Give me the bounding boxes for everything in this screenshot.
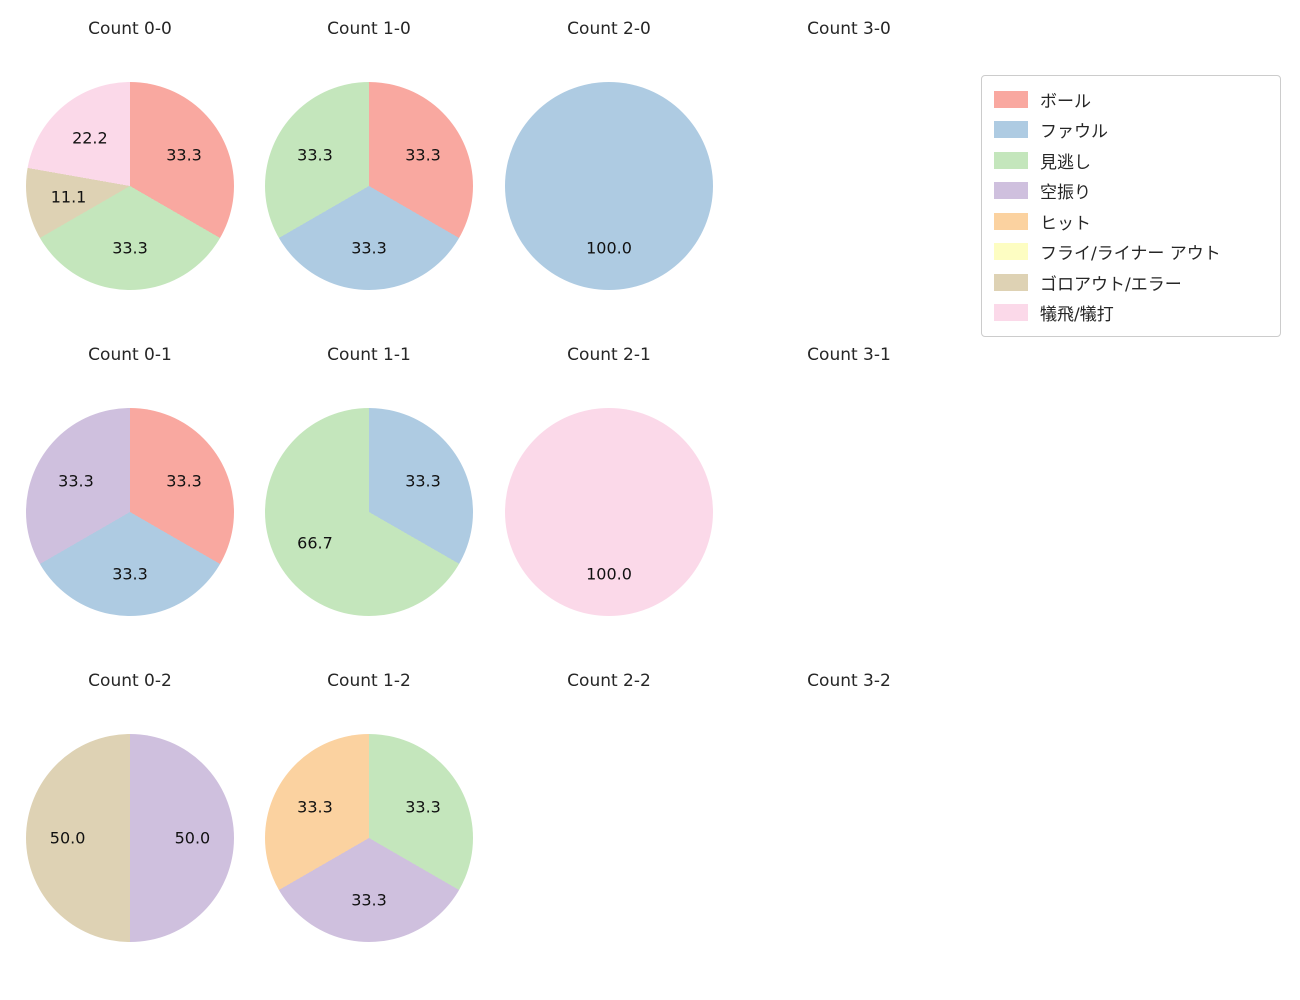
slice-label: 33.3 [405,145,441,165]
legend-label: ボール [1040,91,1091,112]
chart-title-count-3-2: Count 3-2 [807,671,891,691]
legend-swatch [994,121,1028,139]
slice-label: 50.0 [174,828,211,848]
legend-item: 見逃し [994,145,1268,176]
chart-title-count-2-0: Count 2-0 [567,19,651,39]
slice-label: 100.0 [586,564,632,584]
legend-item: フライ/ライナー アウト [994,237,1268,268]
chart-title-count-1-2: Count 1-2 [327,671,411,691]
legend-swatch [994,304,1028,322]
slice-label: 33.3 [166,145,202,165]
legend-label: ファウル [1040,122,1108,143]
chart-title-count-2-2: Count 2-2 [567,671,651,691]
legend-label: 空振り [1040,183,1091,204]
slice-label: 33.3 [351,890,387,910]
legend-item: ファウル [994,115,1268,146]
legend-swatch [994,90,1028,108]
slice-label: 11.1 [50,187,87,207]
legend-item: 犠飛/犠打 [994,298,1268,329]
chart-title-count-0-2: Count 0-2 [88,671,172,691]
pie-chart-count-0-0 [26,82,234,290]
legend-swatch [994,151,1028,169]
legend-label: 犠飛/犠打 [1040,305,1114,326]
slice-label: 66.7 [297,533,333,553]
slice-label: 100.0 [586,238,632,258]
legend-swatch [994,243,1028,261]
slice-label: 33.3 [112,564,148,584]
legend-label: 見逃し [1040,152,1091,173]
legend-item: 空振り [994,176,1268,207]
slice-label: 33.3 [405,797,441,817]
legend-label: ゴロアウト/エラー [1040,274,1182,295]
chart-title-count-1-0: Count 1-0 [327,19,411,39]
slice-label: 33.3 [166,471,202,491]
slice-label: 33.3 [58,471,94,491]
pie-chart-count-2-0 [505,82,713,290]
chart-title-count-0-1: Count 0-1 [88,345,172,365]
slice-label: 33.3 [112,238,148,258]
legend-swatch [994,273,1028,291]
chart-title-count-0-0: Count 0-0 [88,19,172,39]
pie-chart-count-1-0 [265,82,473,290]
legend: ボールファウル見逃し空振りヒットフライ/ライナー アウト ゴロアウト/エラー 犠飛/… [981,75,1281,337]
slice-label: 33.3 [351,238,387,258]
slice-label: 33.3 [297,145,333,165]
pie-chart-count-0-1 [26,408,234,616]
slice-label: 33.3 [405,471,441,491]
legend-item: ゴロアウト/エラー [994,267,1268,298]
slice-label: 50.0 [49,828,86,848]
pie-chart-count-1-1 [265,408,473,616]
legend-swatch [994,182,1028,200]
slice-label: 22.2 [72,128,108,148]
legend-item: ボール [994,84,1268,115]
chart-title-count-1-1: Count 1-1 [327,345,411,365]
chart-title-count-3-1: Count 3-1 [807,345,891,365]
legend-label: フライ/ライナー アウト [1040,244,1221,265]
legend-swatch [994,212,1028,230]
chart-title-count-3-0: Count 3-0 [807,19,891,39]
chart-title-count-2-1: Count 2-1 [567,345,651,365]
pie-chart-count-0-2 [26,734,234,942]
legend-item: ヒット [994,206,1268,237]
legend-label: ヒット [1040,213,1091,234]
slice-label: 33.3 [297,797,333,817]
pie-chart-count-2-1 [505,408,713,616]
pie-chart-count-1-2 [265,734,473,942]
